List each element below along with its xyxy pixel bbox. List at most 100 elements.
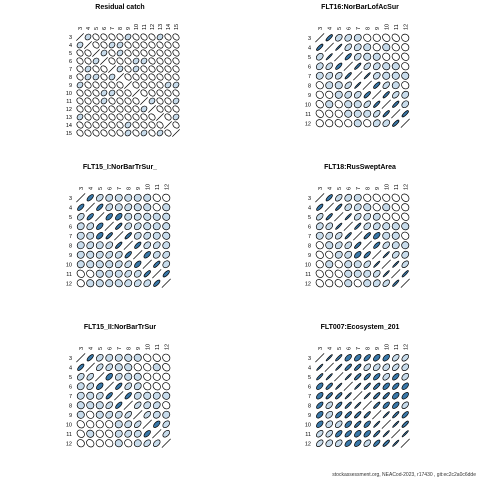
column-label: 9 [375,187,381,190]
column-label: 11 [394,24,400,30]
column-label: 9 [136,187,142,190]
correlation-ellipse [116,65,124,73]
correlation-ellipse [382,241,390,249]
correlation-ellipse [124,411,132,419]
column-label: 6 [102,27,108,30]
row-label: 3 [308,196,311,202]
correlation-ellipse [325,90,334,99]
correlation-ellipse [363,212,372,221]
correlation-ellipse [76,105,84,113]
correlation-ellipse [124,353,133,362]
correlation-ellipse [148,49,156,57]
correlation-ellipse [392,100,400,108]
correlation-ellipse [156,41,164,49]
correlation-ellipse [95,241,104,250]
correlation-ellipse [316,373,324,381]
correlation-ellipse [334,250,343,259]
diagonal-line [76,193,86,203]
correlation-ellipse [162,382,171,391]
correlation-ellipse [334,100,343,109]
diagonal-line [391,429,401,439]
correlation-ellipse [116,41,124,49]
row-label: 11 [305,432,311,438]
correlation-ellipse [162,430,170,438]
correlation-ellipse [92,129,100,137]
row-label: 10 [305,262,311,268]
row-label: 9 [69,413,72,419]
correlation-ellipse [162,410,171,419]
diagonal-line [114,231,124,241]
diagonal-line [400,438,410,448]
correlation-ellipse [372,193,381,202]
correlation-ellipse [344,279,353,288]
correlation-ellipse [335,62,343,70]
correlation-ellipse [382,363,391,372]
row-label: 11 [305,112,311,118]
correlation-ellipse [76,65,84,73]
correlation-ellipse [84,129,92,137]
correlation-ellipse [373,439,381,447]
correlation-ellipse [401,382,409,390]
correlation-ellipse [325,231,334,240]
correlation-ellipse [133,212,142,221]
correlation-ellipse [363,100,371,108]
correlation-ellipse [86,429,95,438]
correlation-ellipse [132,49,140,57]
correlation-ellipse [335,363,343,371]
correlation-ellipse [84,81,92,89]
correlation-ellipse [140,105,148,113]
correlation-ellipse [162,420,171,429]
row-label: 7 [69,234,72,240]
correlation-ellipse [133,279,142,288]
correlation-ellipse [382,392,390,400]
correlation-ellipse [143,212,152,221]
panel-title: FLT007:Ecosystem_201 [321,324,400,331]
correlation-ellipse [372,62,381,71]
correlation-ellipse [133,203,142,212]
correlation-ellipse [76,231,85,240]
correlation-ellipse [363,260,371,268]
correlation-ellipse [95,260,104,269]
correlation-ellipse [401,62,410,71]
correlation-ellipse [325,241,334,250]
correlation-ellipse [401,90,410,99]
correlation-ellipse [77,203,85,211]
column-label: 3 [318,187,324,190]
correlation-ellipse [401,354,409,362]
column-label: 5 [98,187,104,190]
correlation-ellipse [124,372,133,381]
correlation-ellipse [153,279,161,287]
correlation-ellipse [373,232,381,240]
correlation-ellipse [105,193,114,202]
correlation-ellipse [156,81,164,89]
correlation-ellipse [140,41,148,49]
correlation-ellipse [124,222,133,231]
correlation-ellipse [115,382,123,390]
correlation-ellipse [143,363,152,372]
correlation-ellipse [86,382,95,391]
correlation-ellipse [172,73,180,81]
column-label: 8 [365,27,371,30]
correlation-ellipse [392,411,400,419]
correlation-ellipse [316,420,324,428]
correlation-ellipse [95,279,104,288]
correlation-ellipse [316,43,324,51]
correlation-ellipse [124,382,133,391]
row-label: 8 [308,83,311,89]
diagonal-line [142,419,152,429]
correlation-ellipse [76,49,84,57]
correlation-ellipse [96,382,104,390]
correlation-ellipse [116,105,124,113]
correlation-ellipse [86,231,95,240]
correlation-ellipse [84,73,92,81]
correlation-ellipse [344,53,352,61]
correlation-ellipse [105,260,114,269]
correlation-ellipse [382,81,390,89]
correlation-ellipse [156,97,164,105]
correlation-ellipse [143,439,152,448]
correlation-ellipse [382,43,391,52]
correlation-ellipse [353,33,362,42]
correlation-ellipse [156,89,164,97]
correlation-ellipse [382,222,391,231]
